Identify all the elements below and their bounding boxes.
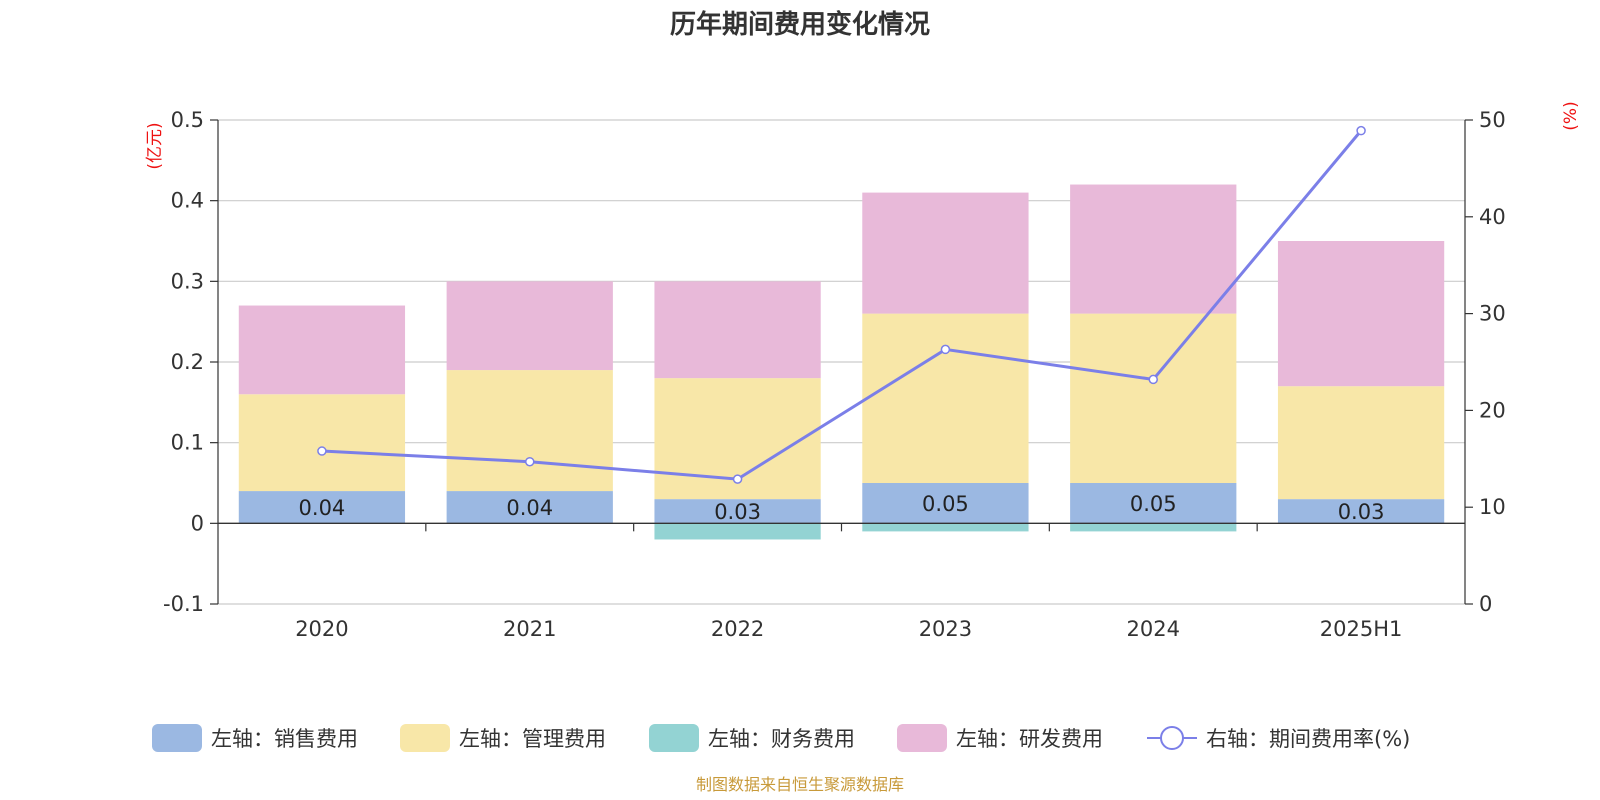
bar-segment bbox=[862, 192, 1029, 314]
legend-item: 左轴：财务费用 bbox=[649, 724, 855, 752]
legend-label: 左轴：管理费用 bbox=[459, 727, 606, 751]
axes bbox=[210, 119, 1473, 605]
bar-segment bbox=[1070, 313, 1237, 483]
legend-item: 左轴：销售费用 bbox=[152, 724, 358, 752]
bar-segment bbox=[446, 491, 613, 524]
data-labels: 0.04 0.04 0.03 0.05 0.05 0.03 bbox=[299, 492, 1385, 524]
x-tick-label: 2020 bbox=[295, 617, 348, 641]
left-axis-unit: (亿元) bbox=[145, 122, 165, 169]
legend: 左轴：销售费用 左轴：管理费用 左轴：财务费用 左轴：研发费用 右轴：期间费用率(%) bbox=[152, 724, 1410, 752]
legend-label: 右轴：期间费用率(%) bbox=[1206, 727, 1410, 751]
bar-segment bbox=[1277, 386, 1445, 500]
legend-swatch bbox=[897, 724, 947, 752]
bar-data-label: 0.05 bbox=[1130, 492, 1177, 516]
bar-segment bbox=[862, 313, 1029, 483]
bar-segment bbox=[862, 483, 1029, 524]
legend-label: 左轴：财务费用 bbox=[708, 727, 855, 751]
bar-data-label: 0.03 bbox=[1338, 500, 1385, 524]
legend-swatch bbox=[152, 724, 202, 752]
left-tick-label: 0.5 bbox=[171, 108, 204, 132]
left-tick-label: 0.4 bbox=[171, 189, 204, 213]
right-tick-label: 40 bbox=[1479, 205, 1506, 229]
x-axis-ticks: 2020 2021 2022 2023 2024 2025H1 bbox=[295, 617, 1402, 641]
right-tick-label: 20 bbox=[1479, 398, 1506, 422]
legend-item: 右轴：期间费用率(%) bbox=[1147, 726, 1410, 751]
bar-segment bbox=[446, 281, 613, 371]
left-tick-label: 0.1 bbox=[171, 431, 204, 455]
bar-segment bbox=[1277, 241, 1445, 387]
legend-item: 左轴：研发费用 bbox=[897, 724, 1103, 752]
x-tick-label: 2022 bbox=[711, 617, 764, 641]
bar-segment bbox=[862, 523, 1029, 532]
legend-swatch bbox=[649, 724, 699, 752]
x-tick-label: 2024 bbox=[1127, 617, 1180, 641]
rate-point bbox=[1356, 125, 1366, 136]
grid-lines bbox=[218, 119, 1465, 605]
bar-segment bbox=[654, 281, 821, 379]
rate-point bbox=[940, 344, 951, 355]
bar-segment bbox=[238, 394, 406, 492]
rate-line bbox=[321, 129, 1363, 481]
x-tick-label: 2023 bbox=[919, 617, 972, 641]
bar-data-label: 0.05 bbox=[922, 492, 969, 516]
right-tick-label: 50 bbox=[1479, 108, 1506, 132]
rate-point bbox=[732, 474, 743, 484]
line-series bbox=[317, 125, 1366, 484]
bar-data-label: 0.04 bbox=[299, 496, 346, 520]
left-tick-label: 0 bbox=[191, 511, 204, 535]
source-note: 制图数据来自恒生聚源数据库 bbox=[696, 775, 904, 794]
bar-segment bbox=[238, 491, 406, 524]
legend-item: 左轴：管理费用 bbox=[400, 724, 606, 752]
right-axis-ticks: 0 10 20 30 40 50 bbox=[1479, 108, 1506, 616]
bar-segment bbox=[1070, 184, 1237, 314]
chart-title: 历年期间费用变化情况 bbox=[670, 9, 930, 40]
x-tick-label: 2025H1 bbox=[1320, 617, 1403, 641]
rate-point bbox=[1148, 374, 1158, 385]
left-tick-label: 0.3 bbox=[171, 269, 204, 293]
bar-segment bbox=[1070, 523, 1237, 532]
legend-marker bbox=[1160, 726, 1184, 750]
x-tick-label: 2021 bbox=[503, 617, 556, 641]
bar-segment bbox=[446, 370, 613, 492]
right-tick-label: 0 bbox=[1479, 592, 1492, 616]
bar-segment bbox=[1277, 499, 1445, 524]
legend-swatch bbox=[400, 724, 450, 752]
bar-segment bbox=[654, 499, 821, 524]
right-axis-unit: (%) bbox=[1561, 101, 1581, 130]
bar-segment bbox=[654, 523, 821, 540]
legend-label: 左轴：研发费用 bbox=[956, 727, 1103, 751]
rate-point bbox=[525, 456, 535, 467]
bar-segment bbox=[1070, 483, 1237, 524]
legend-label: 左轴：销售费用 bbox=[211, 727, 358, 751]
bar-data-label: 0.04 bbox=[506, 496, 553, 520]
bar-segment bbox=[238, 305, 406, 395]
left-tick-label: 0.2 bbox=[171, 350, 204, 374]
left-tick-label: -0.1 bbox=[163, 592, 204, 616]
left-axis-ticks: -0.1 0 0.1 0.2 0.3 0.4 0.5 bbox=[163, 108, 204, 616]
rate-point bbox=[317, 446, 327, 456]
bar-data-label: 0.03 bbox=[714, 500, 761, 524]
right-tick-label: 30 bbox=[1479, 302, 1506, 326]
right-tick-label: 10 bbox=[1479, 495, 1506, 519]
